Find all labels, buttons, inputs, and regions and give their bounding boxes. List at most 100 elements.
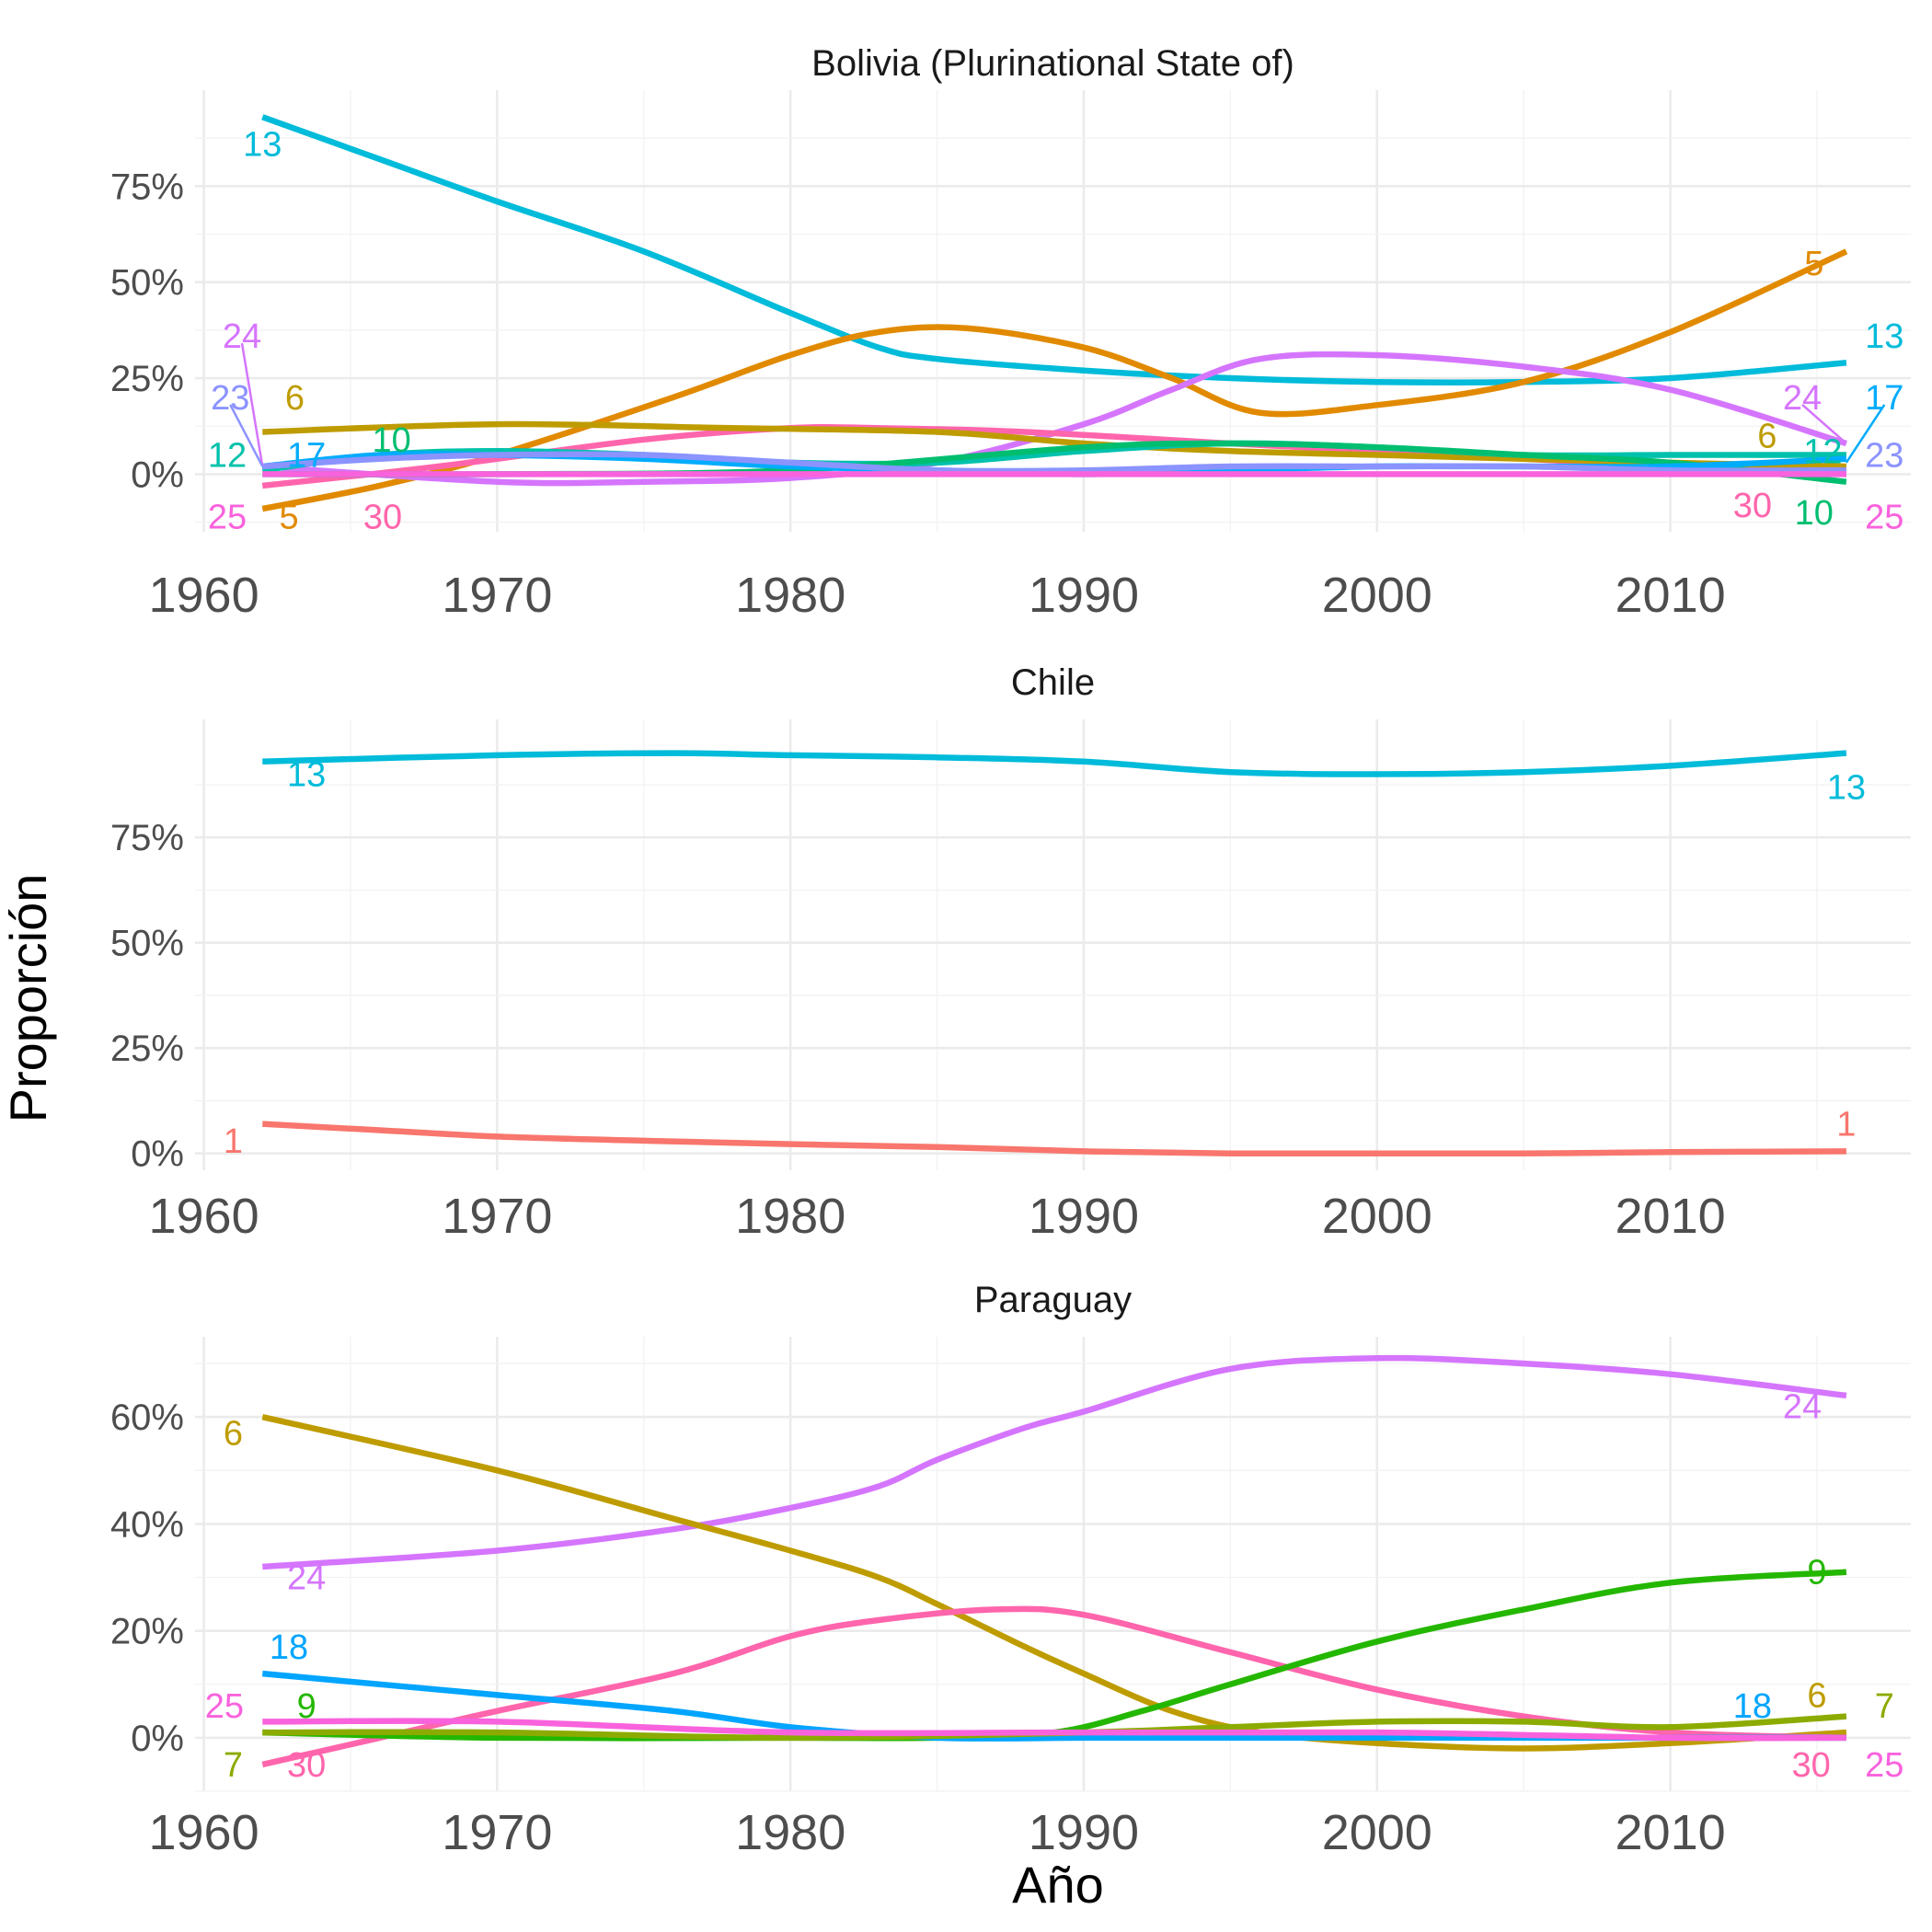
series-line-24 bbox=[262, 351, 1847, 487]
series-end-label: 6 bbox=[1757, 418, 1777, 456]
series-end-label: 7 bbox=[224, 1746, 243, 1785]
panel-2: Paraguay 0% 20% 40% 60% 1960 1970 1980 1990 2000 2… bbox=[110, 1280, 1911, 1860]
series-end-label: 30 bbox=[287, 1746, 326, 1785]
panels-layer: Bolivia (Plurinational State of)0%25%50%… bbox=[110, 43, 1911, 1860]
series-end-label: 23 bbox=[211, 379, 249, 418]
y-axis-title: Proporción bbox=[0, 874, 57, 1123]
y-tick-label: 25% bbox=[110, 1029, 184, 1069]
series-line-13 bbox=[262, 750, 1847, 777]
series-end-label: 9 bbox=[297, 1687, 316, 1726]
series-end-label: 9 bbox=[1807, 1554, 1826, 1593]
series-end-label: 24 bbox=[1783, 1388, 1822, 1427]
series-line-23 bbox=[262, 451, 1846, 475]
series-end-label: 18 bbox=[1733, 1687, 1772, 1726]
x-tick-label: 1970 bbox=[442, 1189, 552, 1244]
y-tick-label: 20% bbox=[110, 1612, 184, 1652]
x-tick-label: 2000 bbox=[1322, 1805, 1432, 1860]
series-end-label: 1 bbox=[224, 1122, 243, 1161]
series-end-label: 12 bbox=[208, 437, 247, 476]
label-leader-line bbox=[1801, 403, 1847, 444]
panel-title: Paraguay bbox=[974, 1280, 1132, 1320]
y-tick-label: 0% bbox=[131, 1134, 184, 1175]
series-end-label: 6 bbox=[224, 1415, 243, 1454]
series-end-label: 25 bbox=[1865, 1746, 1903, 1785]
series-lines bbox=[261, 1354, 1847, 1768]
panel-0: Bolivia (Plurinational State of) 0% 25% 50%… bbox=[110, 43, 1911, 623]
x-tick-label: 1990 bbox=[1029, 1189, 1139, 1244]
label-leader-line bbox=[240, 342, 264, 467]
series-end-label: 13 bbox=[1865, 317, 1903, 356]
panel-title: Bolivia (Plurinational State of) bbox=[811, 43, 1294, 84]
y-tick-label: 75% bbox=[110, 818, 184, 858]
y-gridlines bbox=[195, 1363, 1911, 1792]
x-tick-label: 1990 bbox=[1029, 1805, 1139, 1860]
series-end-label: 17 bbox=[287, 437, 326, 476]
series-end-label: 25 bbox=[1865, 498, 1903, 536]
x-tick-label: 1970 bbox=[442, 568, 552, 623]
x-tick-label: 2000 bbox=[1322, 568, 1432, 623]
series-line-24 bbox=[262, 1354, 1847, 1570]
series-end-label: 6 bbox=[285, 379, 305, 418]
x-tick-label: 2000 bbox=[1322, 1189, 1432, 1244]
x-tick-label: 2010 bbox=[1616, 1805, 1726, 1860]
y-tick-label: 75% bbox=[110, 167, 184, 207]
series-end-label: 17 bbox=[1865, 379, 1903, 418]
series-end-label: 23 bbox=[1865, 437, 1903, 476]
y-tick-label: 0% bbox=[131, 1719, 184, 1759]
series-end-label: 7 bbox=[1875, 1687, 1894, 1726]
series-end-label: 30 bbox=[363, 498, 402, 536]
y-tick-label: 40% bbox=[110, 1504, 184, 1545]
series-line-9 bbox=[262, 1569, 1847, 1742]
series-line-6 bbox=[261, 1414, 1847, 1752]
y-tick-label: 25% bbox=[110, 359, 184, 399]
series-end-label: 30 bbox=[1733, 487, 1772, 525]
series-end-label: 25 bbox=[208, 498, 247, 536]
series-end-label: 13 bbox=[1827, 768, 1866, 807]
x-tick-label: 1960 bbox=[148, 568, 259, 623]
series-end-label: 12 bbox=[1803, 432, 1842, 471]
x-axis-title: Año bbox=[1012, 1856, 1104, 1914]
x-tick-label: 2010 bbox=[1616, 568, 1726, 623]
x-tick-label: 1960 bbox=[148, 1805, 259, 1860]
y-tick-label: 50% bbox=[110, 924, 184, 964]
series-end-label: 25 bbox=[205, 1687, 244, 1726]
series-labels: 6 24 18 25 9 7 30 24 9 18 6 7 30 25 bbox=[205, 1388, 1904, 1785]
y-tick-label: 50% bbox=[110, 263, 184, 304]
series-line-1 bbox=[262, 1121, 1846, 1157]
x-tick-label: 1980 bbox=[735, 1189, 845, 1244]
x-tick-label: 1970 bbox=[442, 1805, 552, 1860]
series-end-label: 24 bbox=[287, 1559, 326, 1598]
label-leader-line bbox=[1845, 404, 1886, 464]
series-lines bbox=[262, 750, 1847, 1157]
series-labels: 13 13 1 1 bbox=[224, 756, 1866, 1161]
series-end-label: 13 bbox=[287, 756, 326, 795]
x-tick-label: 1980 bbox=[735, 1805, 845, 1860]
series-end-label: 6 bbox=[1807, 1676, 1826, 1715]
x-tick-label: 1960 bbox=[148, 1189, 259, 1244]
y-tick-label: 60% bbox=[110, 1397, 184, 1438]
y-tick-label: 0% bbox=[131, 454, 184, 495]
series-line-7 bbox=[262, 1713, 1847, 1742]
series-lines bbox=[261, 114, 1848, 512]
series-end-label: 1 bbox=[1836, 1106, 1856, 1144]
x-gridlines bbox=[202, 719, 1818, 1170]
series-end-label: 30 bbox=[1791, 1746, 1830, 1785]
series-end-label: 10 bbox=[1795, 494, 1834, 533]
panel-1: Chile 0% 25% 50% 75% 1960 1970 1980 1990 2000 2010… bbox=[110, 662, 1911, 1244]
series-end-label: 24 bbox=[223, 317, 261, 356]
x-tick-label: 1990 bbox=[1029, 568, 1139, 623]
x-tick-label: 2010 bbox=[1616, 1189, 1726, 1244]
series-line-25 bbox=[262, 1718, 1846, 1742]
y-gridlines bbox=[195, 784, 1911, 1155]
series-line-30 bbox=[261, 1605, 1847, 1768]
series-end-label: 5 bbox=[279, 498, 298, 536]
series-end-label: 13 bbox=[243, 125, 282, 164]
series-end-label: 18 bbox=[270, 1628, 308, 1667]
series-end-label: 5 bbox=[1804, 245, 1823, 283]
label-leader-line bbox=[229, 404, 264, 467]
series-end-label: 10 bbox=[372, 421, 410, 460]
x-tick-label: 1980 bbox=[735, 568, 845, 623]
series-end-label: 24 bbox=[1783, 379, 1822, 418]
